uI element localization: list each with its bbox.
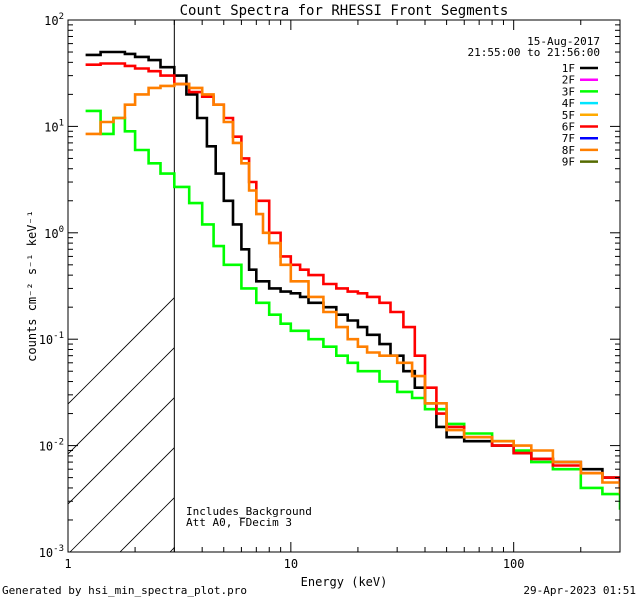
- legend-label: 1F: [562, 62, 575, 75]
- legend-label: 3F: [562, 85, 575, 98]
- plot-frame: [67, 19, 621, 553]
- y-tick-labels: 102 101 100 10-1 10-2 10-3: [39, 12, 64, 560]
- y-tick-label: 10-3: [39, 544, 64, 560]
- x-tick-label: 1: [64, 557, 71, 571]
- time-range-label: 21:55:00 to 21:56:00: [468, 46, 600, 59]
- legend-label: 2F: [562, 74, 575, 87]
- series-group: [85, 50, 620, 510]
- y-axis-label: counts cm⁻² s⁻¹ keV⁻¹: [25, 210, 39, 362]
- y-tick-label: 102: [44, 12, 64, 28]
- legend-label: 6F: [562, 121, 575, 134]
- x-tick-label: 10: [284, 557, 298, 571]
- legend-label: 8F: [562, 144, 575, 157]
- chart-title: Count Spectra for RHESSI Front Segments: [180, 3, 509, 19]
- x-tick-label: 100: [503, 557, 525, 571]
- y-tick-label: 10-2: [39, 438, 64, 454]
- legend-label: 5F: [562, 109, 575, 122]
- annotation-background: Includes_Background: [186, 505, 312, 518]
- legend-label: 7F: [562, 132, 575, 145]
- x-tick-labels: 1 10 100: [64, 557, 524, 571]
- series-line-8F: [85, 82, 620, 495]
- footer-timestamp: 29-Apr-2023 01:51: [523, 584, 636, 597]
- y-tick-label: 10-1: [39, 331, 64, 347]
- footer-generated-by: Generated by hsi_min_spectra_plot.pro: [2, 584, 247, 597]
- hatched-region: [68, 20, 175, 552]
- y-tick-label: 100: [44, 225, 64, 241]
- legend-label: 4F: [562, 97, 575, 110]
- date-label: 15-Aug-2017: [527, 35, 600, 48]
- x-axis-label: Energy (keV): [301, 575, 388, 589]
- hatch-lines: [68, 297, 175, 552]
- axis-ticks: [67, 20, 621, 553]
- series-line-6F: [85, 62, 620, 488]
- y-tick-label: 101: [44, 118, 64, 134]
- series-line-1F: [85, 50, 620, 488]
- annotation-attenuator: Att A0, FDecim 3: [186, 516, 292, 529]
- legend-label: 9F: [562, 156, 575, 169]
